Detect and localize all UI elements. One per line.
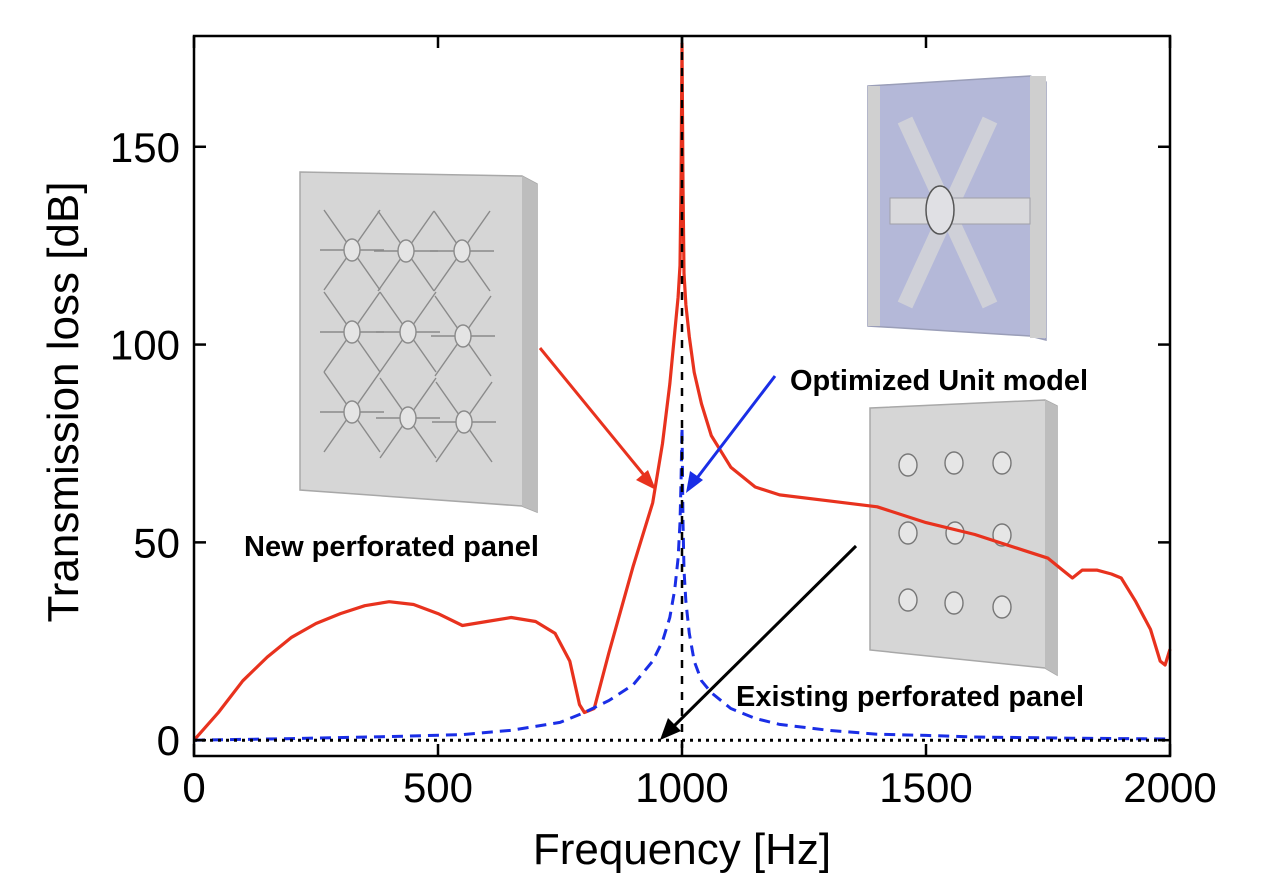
x-tick-label: 1500 (879, 764, 972, 811)
annotation-new-perforated-panel: New perforated panel (244, 531, 539, 563)
perforation-hole (898, 453, 918, 477)
x-axis-title: Frequency [Hz] (533, 825, 831, 874)
annotation-existing-perforated-panel: Existing perforated panel (736, 681, 1084, 713)
y-axis-ticks: 0 50 100 150 (110, 124, 1170, 764)
x-tick-label: 1000 (635, 764, 728, 811)
perforation-hole (431, 295, 495, 377)
perforation-hole (430, 210, 494, 292)
x-axis-ticks: 0 500 1000 1500 2000 (182, 36, 1217, 811)
x-tick-label: 2000 (1123, 764, 1216, 811)
x-tick-label: 0 (182, 764, 205, 811)
inset-new-perforated-panel-image (299, 171, 538, 514)
perforation-hole (320, 291, 384, 373)
y-tick-label: 50 (133, 519, 180, 566)
y-tick-label: 100 (110, 322, 180, 369)
perforation-hole (374, 210, 438, 292)
perforation-hole (944, 451, 964, 475)
arrow-existing-perforated-panel (660, 544, 858, 740)
x-tick-label: 500 (403, 764, 473, 811)
perforation-hole (992, 451, 1012, 475)
y-tick-label: 150 (110, 124, 180, 171)
perforation-hole (432, 381, 496, 463)
inset-existing-perforated-panel-image (869, 399, 1058, 677)
perforation-hole (320, 371, 384, 453)
perforation-hole (376, 377, 440, 459)
perforation-hole (320, 209, 384, 291)
perforation-hole (376, 291, 440, 373)
perforation-hole (944, 591, 964, 615)
perforation-hole (945, 521, 965, 545)
perforation-hole (898, 521, 918, 545)
annotation-optimized-unit-model: Optimized Unit model (790, 365, 1088, 397)
y-axis-title: Transmission loss [dB] (39, 182, 88, 623)
perforation-hole (992, 595, 1012, 619)
inset-unit-model-image (867, 75, 1047, 341)
arrow-optimized-unit-model (686, 375, 777, 493)
arrow-new-perforated-panel (538, 347, 656, 490)
y-tick-label: 0 (157, 717, 180, 764)
perforation-hole (898, 588, 918, 612)
